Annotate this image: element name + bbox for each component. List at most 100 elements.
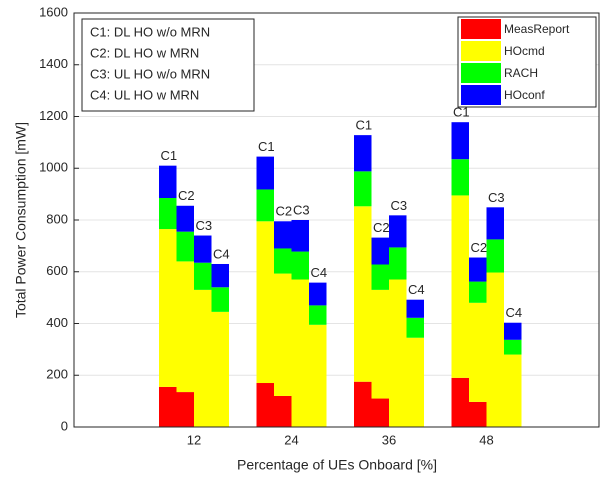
bar-segment [371,264,389,290]
y-axis-label: Total Power Consumption [mW] [13,122,29,318]
bar-segment [256,156,274,190]
bar-segment [354,381,372,427]
bar-segment [469,302,487,402]
bar-segment [274,248,292,274]
x-tick-label: 24 [284,432,298,447]
bar-segment [291,220,309,252]
bar-segment [309,282,327,306]
bar-segment [159,229,177,387]
bar-segment [504,354,522,427]
annotation-box [81,18,255,112]
bar-segment [451,377,469,427]
x-axis-label: Percentage of UEs Onboard [%] [237,457,437,473]
bar-segment [451,159,469,196]
bar-segment [469,257,487,282]
bar-label: C3 [488,190,505,205]
bar-segment [504,339,522,355]
bar-segment [389,247,407,280]
y-tick-label: 1400 [39,56,68,71]
bar-segment [274,221,292,249]
bar-segment [176,392,194,427]
bar-segment [406,299,424,318]
bar-segment [354,206,372,382]
bar-segment [371,398,389,427]
bar-label: C1 [453,105,470,120]
annotation-text: C3: UL HO w/o MRN [90,66,210,81]
bar-label: C4 [310,265,327,280]
legend-swatch [461,85,501,105]
bar-segment [211,311,229,427]
bar-segment [309,305,327,325]
annotation-text: C1: DL HO w/o MRN [90,24,210,39]
bar-segment [371,289,389,399]
legend-label: HOcmd [504,44,545,58]
bar-segment [486,239,504,273]
bar-label: C1 [160,148,177,163]
annotation-text: C2: DL HO w MRN [90,45,199,60]
legend-swatch [461,63,501,83]
bar-segment [274,395,292,427]
bar-segment [176,231,194,262]
bar-segment [176,205,194,232]
bar-segment [176,261,194,393]
bar-segment [211,287,229,312]
bar-segment [354,171,372,207]
bar-segment [406,337,424,427]
y-tick-label: 400 [46,315,68,330]
bar-segment [469,401,487,427]
y-tick-label: 1000 [39,160,68,175]
bar-segment [256,383,274,427]
bar-segment [274,273,292,396]
bar-label: C1 [258,139,275,154]
bar-segment [451,122,469,160]
bar-label: C2 [470,240,487,255]
bar-segment [451,195,469,378]
bar-label: C2 [275,204,292,219]
bar-segment [389,279,407,427]
bar-segment [469,281,487,303]
y-tick-label: 200 [46,367,68,382]
bar-segment [309,324,327,427]
legend-swatch [461,19,501,39]
bar-segment [194,289,212,427]
bar-label: C3 [195,218,212,233]
y-tick-label: 1200 [39,108,68,123]
bar-label: C1 [355,118,372,133]
bar-label: C4 [213,246,230,261]
x-tick-label: 12 [187,432,201,447]
bar-segment [486,207,504,240]
bar-label: C3 [293,202,310,217]
legend-swatch [461,41,501,61]
bar-segment [291,251,309,280]
bar-segment [486,272,504,427]
bar-label: C4 [505,305,522,320]
bar-segment [256,221,274,384]
bar-segment [159,386,177,427]
legend-label: RACH [504,66,538,80]
bar-segment [194,262,212,290]
bar-segment [371,237,389,265]
x-tick-label: 36 [382,432,396,447]
x-tick-label: 48 [479,432,493,447]
bar-segment [256,189,274,222]
y-tick-label: 600 [46,263,68,278]
bar-label: C3 [390,198,407,213]
bar-segment [194,235,212,263]
plot-frame [73,12,600,428]
bar-label: C2 [178,188,195,203]
bar-segment [406,317,424,338]
bar-segment [354,135,372,172]
bar-segment [159,198,177,230]
bar-segment [389,215,407,248]
bar-segment [291,279,309,427]
bar-label: C4 [408,282,425,297]
y-tick-label: 1600 [39,4,68,19]
y-tick-label: 0 [61,418,68,433]
legend-label: MeasReport [504,22,570,36]
bar-segment [504,322,522,340]
bar-segment [159,165,177,199]
y-tick-label: 800 [46,211,68,226]
bar-segment [211,263,229,288]
bar-label: C2 [373,220,390,235]
